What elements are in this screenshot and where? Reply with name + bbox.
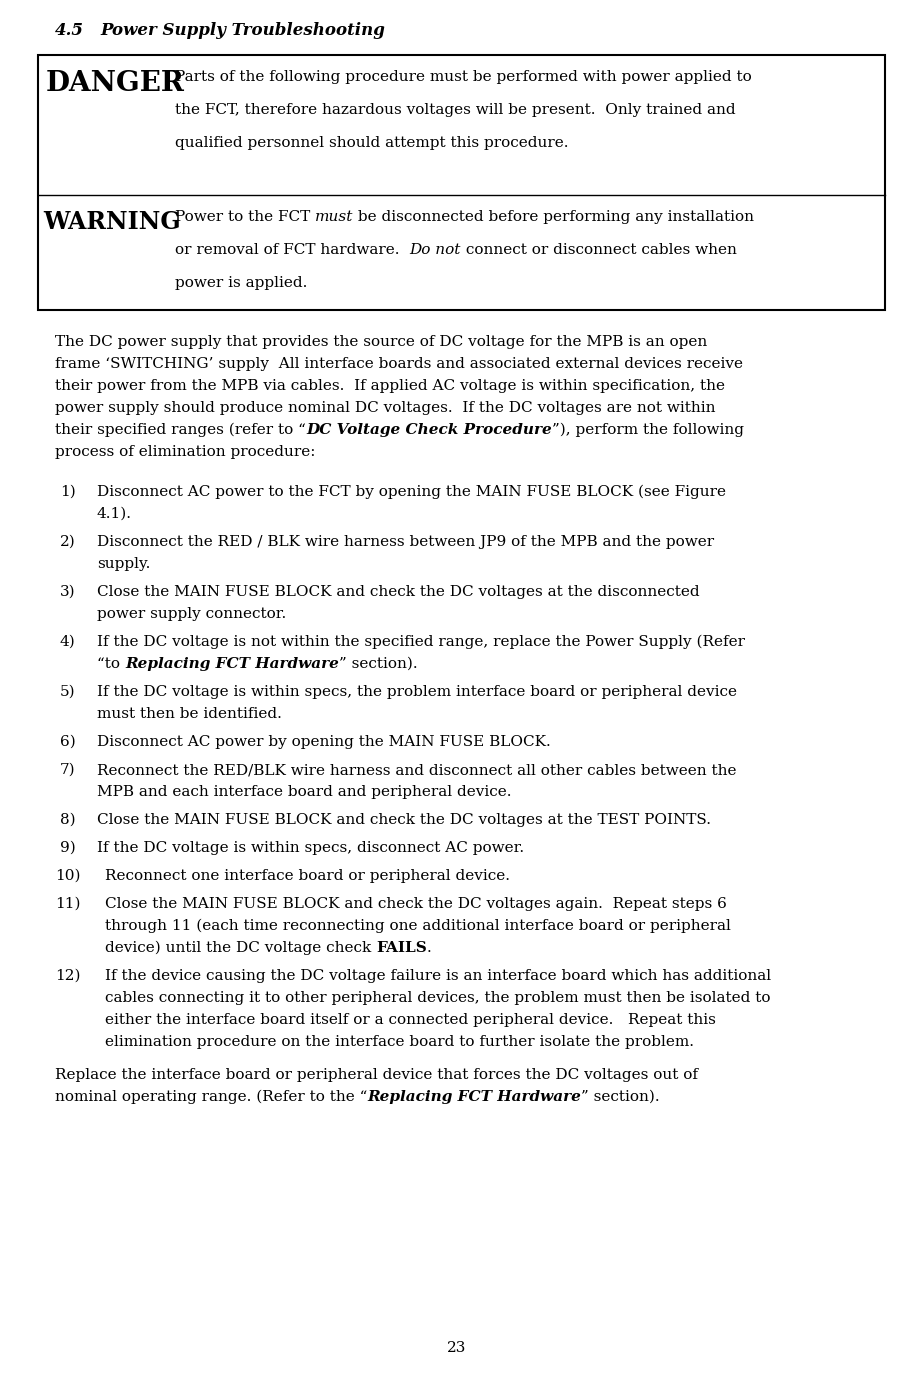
Text: If the DC voltage is not within the specified range, replace the Power Supply (R: If the DC voltage is not within the spec… <box>97 634 745 650</box>
Text: 12): 12) <box>55 969 80 983</box>
Text: cables connecting it to other peripheral devices, the problem must then be isola: cables connecting it to other peripheral… <box>105 992 771 1006</box>
Text: be disconnected before performing any installation: be disconnected before performing any in… <box>353 211 754 224</box>
Text: ” section).: ” section). <box>339 656 417 670</box>
Text: Disconnect the RED / BLK wire harness between JP9 of the MPB and the power: Disconnect the RED / BLK wire harness be… <box>97 535 714 548</box>
Text: MPB and each interface board and peripheral device.: MPB and each interface board and periphe… <box>97 785 511 799</box>
Text: through 11 (each time reconnecting one additional interface board or peripheral: through 11 (each time reconnecting one a… <box>105 920 731 933</box>
Text: Close the MAIN FUSE BLOCK and check the DC voltages again.  Repeat steps 6: Close the MAIN FUSE BLOCK and check the … <box>105 897 727 911</box>
Text: power supply should produce nominal DC voltages.  If the DC voltages are not wit: power supply should produce nominal DC v… <box>55 402 716 416</box>
Text: 23: 23 <box>446 1341 467 1355</box>
Text: elimination procedure on the interface board to further isolate the problem.: elimination procedure on the interface b… <box>105 1035 694 1048</box>
Text: Replacing FCT Hardware: Replacing FCT Hardware <box>367 1090 582 1104</box>
Text: If the DC voltage is within specs, disconnect AC power.: If the DC voltage is within specs, disco… <box>97 841 524 855</box>
Text: qualified personnel should attempt this procedure.: qualified personnel should attempt this … <box>175 136 569 150</box>
Text: Reconnect one interface board or peripheral device.: Reconnect one interface board or periphe… <box>105 868 510 884</box>
Text: 9): 9) <box>60 841 76 855</box>
Text: “to: “to <box>97 656 125 670</box>
Bar <box>38 55 885 310</box>
Text: or removal of FCT hardware.: or removal of FCT hardware. <box>175 242 409 258</box>
Text: 6): 6) <box>60 735 76 749</box>
Text: Disconnect AC power to the FCT by opening the MAIN FUSE BLOCK (see Figure: Disconnect AC power to the FCT by openin… <box>97 485 726 500</box>
Text: If the device causing the DC voltage failure is an interface board which has add: If the device causing the DC voltage fai… <box>105 969 771 983</box>
Text: device) until the DC voltage check: device) until the DC voltage check <box>105 940 376 956</box>
Text: 7): 7) <box>60 763 76 777</box>
Text: Parts of the following procedure must be performed with power applied to: Parts of the following procedure must be… <box>175 71 751 84</box>
Text: Close the MAIN FUSE BLOCK and check the DC voltages at the TEST POINTS.: Close the MAIN FUSE BLOCK and check the … <box>97 813 711 827</box>
Text: ”), perform the following: ”), perform the following <box>551 422 743 438</box>
Text: either the interface board itself or a connected peripheral device.   Repeat thi: either the interface board itself or a c… <box>105 1012 716 1028</box>
Text: DANGER: DANGER <box>46 71 184 97</box>
Text: 11): 11) <box>55 897 80 911</box>
Text: 2): 2) <box>60 535 76 548</box>
Text: Reconnect the RED/BLK wire harness and disconnect all other cables between the: Reconnect the RED/BLK wire harness and d… <box>97 763 737 777</box>
Text: 5): 5) <box>60 686 76 699</box>
Text: must then be identified.: must then be identified. <box>97 706 282 722</box>
Text: .: . <box>427 940 432 956</box>
Text: Do not: Do not <box>409 242 461 258</box>
Text: process of elimination procedure:: process of elimination procedure: <box>55 445 316 458</box>
Text: connect or disconnect cables when: connect or disconnect cables when <box>461 242 737 258</box>
Text: the FCT, therefore hazardous voltages will be present.  Only trained and: the FCT, therefore hazardous voltages wi… <box>175 102 736 116</box>
Text: their specified ranges (refer to “: their specified ranges (refer to “ <box>55 422 306 438</box>
Text: supply.: supply. <box>97 557 151 571</box>
Text: WARNING: WARNING <box>43 211 181 234</box>
Text: ” section).: ” section). <box>582 1090 660 1104</box>
Text: frame ‘SWITCHING’ supply  All interface boards and associated external devices r: frame ‘SWITCHING’ supply All interface b… <box>55 357 743 371</box>
Text: 3): 3) <box>60 584 76 598</box>
Text: must: must <box>315 211 353 224</box>
Text: their power from the MPB via cables.  If applied AC voltage is within specificat: their power from the MPB via cables. If … <box>55 379 725 393</box>
Text: FAILS: FAILS <box>376 940 427 956</box>
Text: If the DC voltage is within specs, the problem interface board or peripheral dev: If the DC voltage is within specs, the p… <box>97 686 737 699</box>
Text: power supply connector.: power supply connector. <box>97 607 287 620</box>
Text: 8): 8) <box>60 813 76 827</box>
Text: Replace the interface board or peripheral device that forces the DC voltages out: Replace the interface board or periphera… <box>55 1068 698 1082</box>
Text: 4.5: 4.5 <box>55 22 84 39</box>
Text: Close the MAIN FUSE BLOCK and check the DC voltages at the disconnected: Close the MAIN FUSE BLOCK and check the … <box>97 584 699 598</box>
Text: Disconnect AC power by opening the MAIN FUSE BLOCK.: Disconnect AC power by opening the MAIN … <box>97 735 551 749</box>
Text: Power Supply Troubleshooting: Power Supply Troubleshooting <box>100 22 385 39</box>
Text: 4): 4) <box>60 634 76 650</box>
Text: 4.1).: 4.1). <box>97 507 132 521</box>
Text: nominal operating range. (Refer to the “: nominal operating range. (Refer to the “ <box>55 1090 367 1104</box>
Text: DC Voltage Check Procedure: DC Voltage Check Procedure <box>306 422 551 438</box>
Text: power is applied.: power is applied. <box>175 276 308 289</box>
Text: 1): 1) <box>60 485 76 499</box>
Text: Replacing FCT Hardware: Replacing FCT Hardware <box>125 656 339 670</box>
Text: Power to the FCT: Power to the FCT <box>175 211 315 224</box>
Text: The DC power supply that provides the source of DC voltage for the MPB is an ope: The DC power supply that provides the so… <box>55 335 708 349</box>
Text: 10): 10) <box>55 868 80 884</box>
